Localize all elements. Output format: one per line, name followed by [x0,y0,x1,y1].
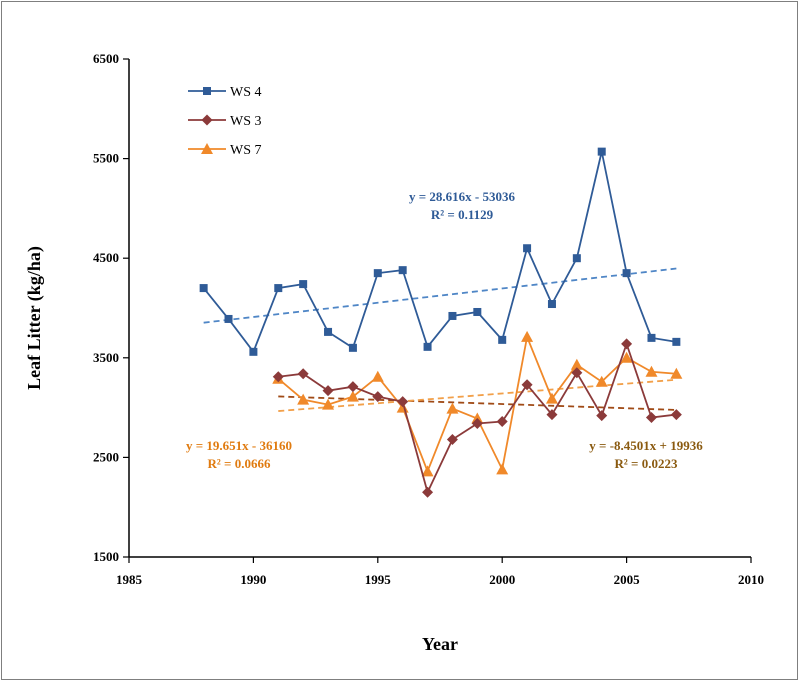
legend-swatch-marker [201,114,213,126]
data-point-ws4 [597,147,606,156]
y-tick-label: 4500 [93,250,119,265]
x-tick-label: 1985 [116,572,143,587]
data-point-ws3 [471,418,483,430]
data-point-ws4 [398,266,407,275]
data-point-ws7 [421,465,434,477]
y-tick-label: 2500 [93,449,119,464]
x-tick-label: 2000 [489,572,515,587]
legend-swatch-marker [201,143,213,154]
data-point-ws4 [199,284,208,293]
data-point-ws3 [297,368,309,380]
data-point-ws4 [448,311,457,320]
data-point-ws7 [346,390,359,402]
data-point-ws7 [496,463,509,475]
data-point-ws7 [545,392,558,404]
data-point-ws4 [324,327,333,336]
data-point-ws4 [473,307,482,316]
data-point-ws4 [523,244,532,253]
equation-line: y = -8.4501x + 19936 [589,438,703,453]
data-point-ws4 [423,342,432,351]
annotations: y = 28.616x - 53036 R² = 0.1129 y = 19.651… [186,189,703,471]
data-point-ws4 [672,337,681,346]
r-squared-line: R² = 0.0223 [615,456,678,471]
data-point-ws7 [645,365,658,377]
data-point-ws7 [670,367,683,379]
data-point-ws3 [521,379,533,391]
series-line-ws4 [202,151,677,354]
data-point-ws3 [645,412,657,424]
legend-item-ws7: WS 7 [188,143,262,158]
equation-ws7: y = 19.651x - 36160 R² = 0.0666 [186,438,292,471]
data-point-ws4 [348,343,357,352]
data-point-ws3 [546,409,558,421]
data-point-ws7 [371,370,384,382]
legend: WS 4 WS 3 WS 7 [188,85,262,158]
data-point-ws4 [622,269,631,278]
trendline-ws3 [278,395,677,411]
legend-item-ws3: WS 3 [188,114,262,129]
r-squared-line: R² = 0.0666 [208,456,271,471]
data-point-ws4 [249,347,258,356]
y-tick-label: 6500 [93,51,119,66]
data-point-ws3 [571,367,583,379]
equation-line: y = 19.651x - 36160 [186,438,292,453]
x-tick-label: 2010 [738,572,764,587]
data-point-ws7 [570,358,583,370]
series-ws4 [199,147,681,356]
data-point-ws4 [547,300,556,309]
x-tick-label: 1995 [365,572,392,587]
data-point-ws4 [572,254,581,263]
data-point-ws4 [299,280,308,289]
axes: 1500 2500 3500 4500 5500 6500 1985 1990 1995 2000… [93,51,764,587]
x-axis-title: Year [422,634,458,654]
data-point-ws3 [670,409,682,421]
data-point-ws7 [322,398,335,410]
legend-label: WS 4 [230,85,262,100]
data-point-ws7 [297,393,310,405]
data-point-ws4 [498,335,507,344]
y-tick-label: 3500 [93,350,119,365]
x-tick-label: 2005 [614,572,641,587]
data-point-ws3 [322,385,334,397]
data-point-ws3 [347,381,359,393]
legend-label: WS 3 [230,114,262,129]
data-point-ws3 [496,416,508,428]
data-point-ws3 [397,396,409,408]
data-point-ws3 [596,410,608,422]
data-point-ws7 [521,330,534,342]
series-ws3 [272,338,682,498]
data-point-ws4 [373,269,382,278]
r-squared-line: R² = 0.1129 [431,207,494,222]
trendline-ws7 [278,378,677,412]
data-point-ws3 [372,391,384,403]
y-tick-label: 1500 [93,549,119,564]
data-point-ws7 [620,351,633,363]
equation-line: y = 28.616x - 53036 [409,189,515,204]
equation-ws3: y = -8.4501x + 19936 R² = 0.0223 [589,438,703,471]
y-tick-label: 5500 [93,151,119,166]
legend-swatch-marker [203,87,211,95]
data-point-ws7 [446,402,459,414]
trendlines [203,267,677,412]
equation-ws4: y = 28.616x - 53036 R² = 0.1129 [409,189,515,222]
series-ws7 [272,330,683,477]
data-point-ws4 [224,314,233,323]
data-point-ws3 [621,338,633,350]
legend-label: WS 7 [230,143,262,158]
legend-item-ws4: WS 4 [188,85,262,100]
data-point-ws7 [595,375,608,387]
x-tick-label: 1990 [240,572,266,587]
data-point-ws4 [274,284,283,293]
data-point-ws3 [272,371,284,383]
y-axis-title: Leaf Litter (kg/ha) [24,246,45,390]
series-layer [199,147,683,498]
data-point-ws3 [422,486,434,498]
data-point-ws4 [647,333,656,342]
data-point-ws3 [446,433,458,445]
